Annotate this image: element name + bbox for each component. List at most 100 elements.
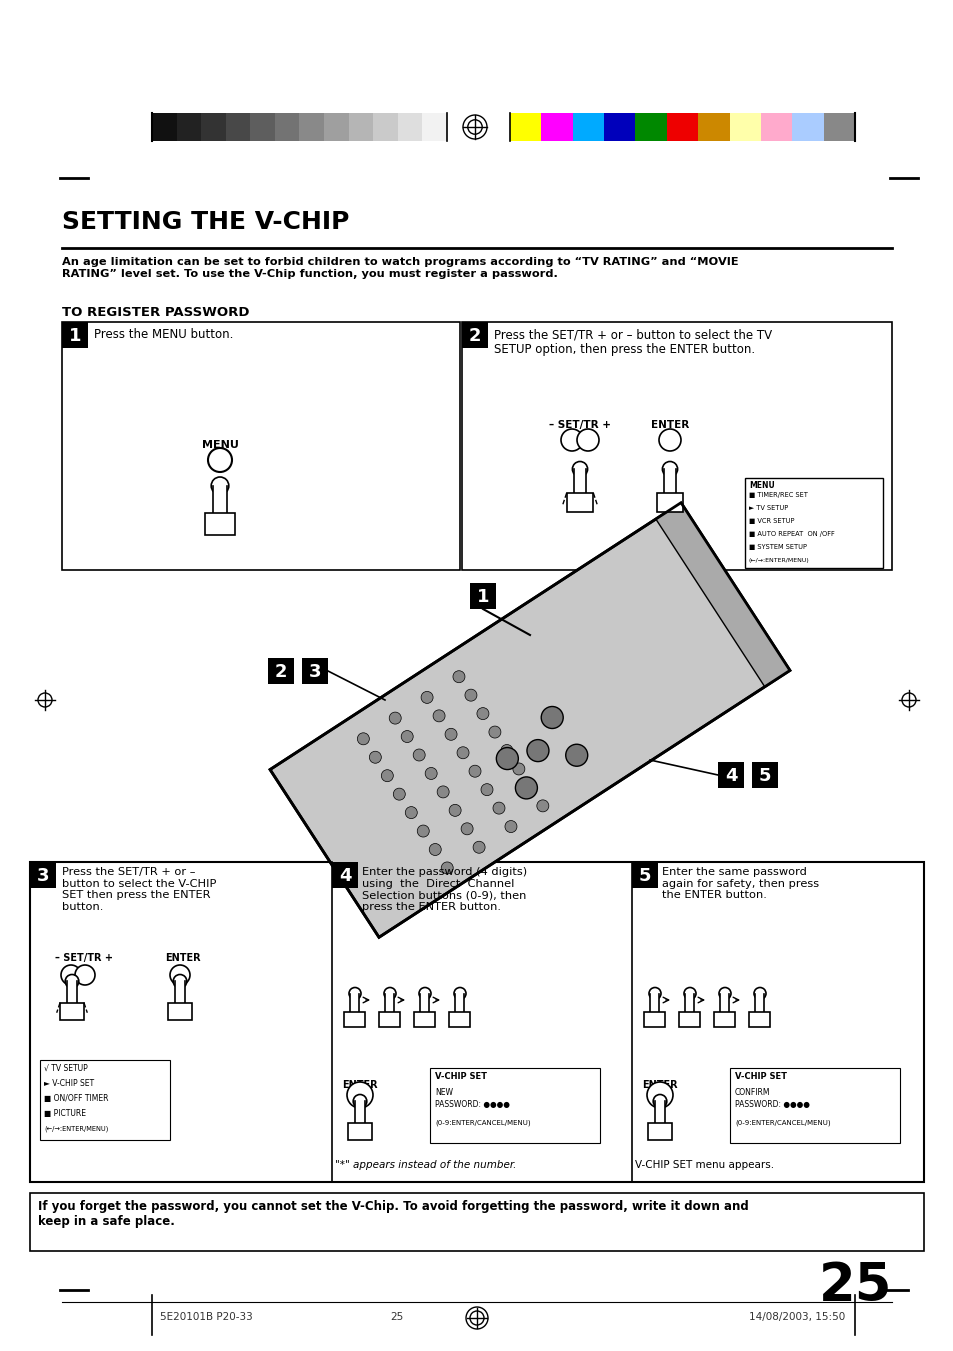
Bar [510,113,541,141]
Circle shape [480,784,493,796]
Bar [168,1002,192,1020]
Bar [420,993,429,1012]
Bar [30,862,56,888]
Circle shape [648,988,660,1000]
Circle shape [381,770,393,782]
Circle shape [436,786,449,798]
Text: An age limitation can be set to forbid children to watch programs according to “: An age limitation can be set to forbid c… [62,257,738,278]
Bar [647,1123,671,1139]
Circle shape [493,802,504,815]
Text: 5: 5 [639,867,651,885]
Bar [685,993,694,1012]
Text: ENTER: ENTER [342,1079,377,1090]
Circle shape [357,732,369,744]
Circle shape [418,988,431,1000]
Bar [348,113,374,141]
Bar [30,1193,923,1251]
Bar [603,113,636,141]
Circle shape [353,1094,366,1108]
Bar [62,322,459,570]
Bar [656,493,682,512]
Circle shape [488,725,500,738]
Text: 25: 25 [818,1260,891,1312]
Bar [663,469,675,493]
Text: 14/08/2003, 15:50: 14/08/2003, 15:50 [748,1312,844,1323]
Circle shape [170,965,190,985]
Circle shape [449,804,460,816]
Circle shape [441,862,453,874]
Text: ■ SYSTEM SETUP: ■ SYSTEM SETUP [748,544,806,550]
Circle shape [473,842,484,854]
Text: √ TV SETUP: √ TV SETUP [44,1065,88,1073]
Bar [62,322,88,349]
Circle shape [500,744,513,757]
Bar [60,1002,84,1020]
Text: 2: 2 [468,327,480,345]
Bar [729,113,760,141]
Text: ENTER: ENTER [165,952,200,963]
Bar [350,993,359,1012]
Text: MENU: MENU [748,481,774,490]
Text: (←/→:ENTER/MENU): (←/→:ENTER/MENU) [44,1125,109,1132]
Bar [373,113,398,141]
Bar [666,113,698,141]
Text: Enter the password (4 digits)
using  the  Direct  Channel
Selection buttons (0-9: Enter the password (4 digits) using the … [361,867,527,912]
Bar [461,322,891,570]
Text: "*" appears instead of the number.: "*" appears instead of the number. [335,1161,516,1170]
Circle shape [453,670,464,682]
Bar [422,113,447,141]
Bar [344,1012,365,1027]
Circle shape [401,731,413,743]
Circle shape [504,820,517,832]
Bar [720,993,729,1012]
Text: V-CHIP SET: V-CHIP SET [435,1071,486,1081]
Bar [201,113,226,141]
Bar [540,113,573,141]
Text: – SET/TR +: – SET/TR + [548,420,610,430]
Text: – SET/TR +: – SET/TR + [55,952,112,963]
Circle shape [496,747,517,770]
Text: CONFIRM: CONFIRM [734,1088,770,1097]
Circle shape [469,765,480,777]
Circle shape [393,788,405,800]
Circle shape [565,744,587,766]
Bar [274,113,299,141]
Text: Press the MENU button.: Press the MENU button. [94,328,233,340]
Circle shape [719,988,730,1000]
Text: 25: 25 [390,1312,403,1323]
Text: (0-9:ENTER/CANCEL/MENU): (0-9:ENTER/CANCEL/MENU) [435,1120,530,1127]
Bar [414,1012,435,1027]
Text: 5E20101B P20-33: 5E20101B P20-33 [160,1312,253,1323]
Circle shape [513,763,524,775]
Circle shape [369,751,381,763]
Bar [566,493,593,512]
Text: (←/→:ENTER/MENU): (←/→:ENTER/MENU) [748,558,809,563]
Bar [749,1012,770,1027]
Bar [355,1101,365,1123]
Bar [679,1012,700,1027]
Bar [213,486,227,513]
Circle shape [173,974,187,988]
Circle shape [646,1082,672,1108]
Circle shape [211,477,229,494]
Bar [718,762,743,788]
Circle shape [405,807,416,819]
Circle shape [389,712,401,724]
Bar [644,1012,665,1027]
Circle shape [524,781,537,793]
Bar [631,862,658,888]
Bar [751,762,778,788]
Bar [268,658,294,684]
Bar [755,993,763,1012]
Circle shape [572,462,587,477]
Bar [714,1012,735,1027]
Text: 4: 4 [338,867,351,885]
Bar [635,113,666,141]
Circle shape [420,692,433,704]
Bar [397,113,422,141]
Text: ■ AUTO REPEAT  ON /OFF: ■ AUTO REPEAT ON /OFF [748,531,834,536]
Text: ► TV SETUP: ► TV SETUP [748,505,787,511]
Bar [791,113,823,141]
Text: 4: 4 [724,767,737,785]
Bar [385,993,395,1012]
